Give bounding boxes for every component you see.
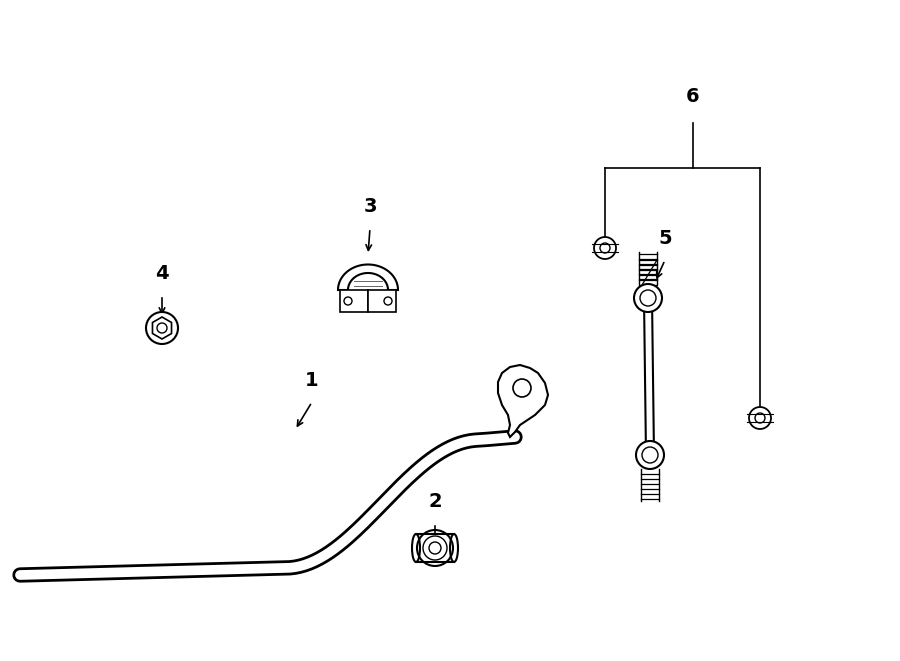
Circle shape xyxy=(636,441,664,469)
Bar xyxy=(340,290,368,312)
Text: 2: 2 xyxy=(428,492,442,511)
Text: 5: 5 xyxy=(658,229,671,248)
Circle shape xyxy=(749,407,771,429)
Text: 4: 4 xyxy=(155,264,169,283)
Polygon shape xyxy=(152,317,172,339)
Ellipse shape xyxy=(412,534,420,562)
Text: 6: 6 xyxy=(686,87,700,106)
Circle shape xyxy=(384,297,392,305)
Circle shape xyxy=(594,237,616,259)
Text: 3: 3 xyxy=(364,197,377,216)
Bar xyxy=(368,290,396,312)
Circle shape xyxy=(634,284,662,312)
Text: 1: 1 xyxy=(305,371,319,390)
Circle shape xyxy=(146,312,178,344)
Ellipse shape xyxy=(450,534,458,562)
Polygon shape xyxy=(338,264,398,290)
Circle shape xyxy=(157,323,167,333)
Polygon shape xyxy=(498,365,548,437)
Bar xyxy=(416,534,454,562)
Circle shape xyxy=(344,297,352,305)
Circle shape xyxy=(513,379,531,397)
